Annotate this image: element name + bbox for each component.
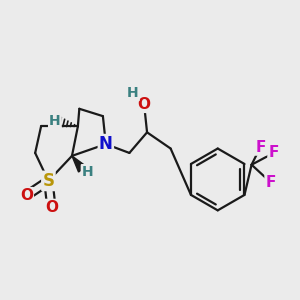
Text: H: H [82,165,93,179]
Text: O: O [45,200,58,215]
Text: N: N [99,135,113,153]
Text: O: O [20,188,33,203]
Text: O: O [138,97,151,112]
Text: H: H [49,114,61,128]
Text: S: S [42,172,54,190]
Text: F: F [266,175,276,190]
Polygon shape [72,156,86,172]
Text: F: F [255,140,266,154]
Text: H: H [127,86,139,100]
Text: F: F [268,146,279,160]
